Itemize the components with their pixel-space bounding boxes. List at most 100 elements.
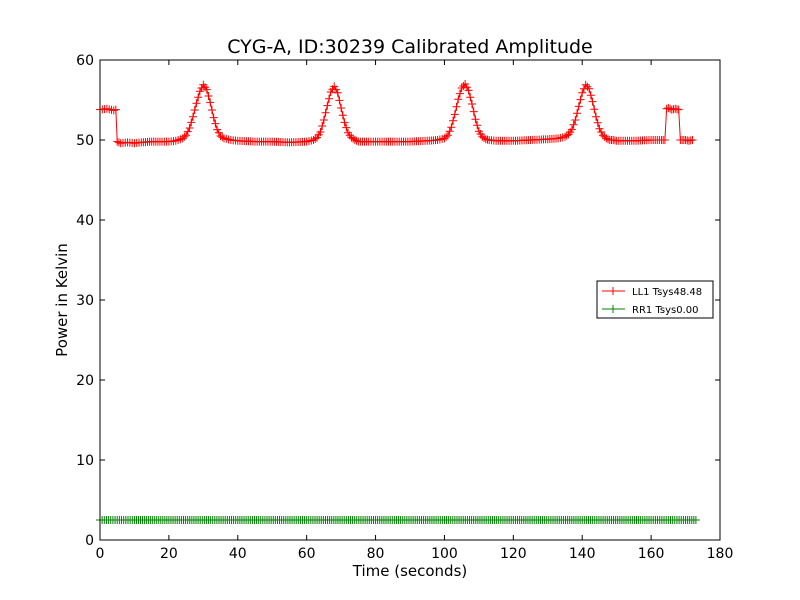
data-point — [194, 93, 203, 102]
data-point — [178, 134, 187, 143]
data-point — [569, 120, 578, 129]
legend-label: LL1 Tsys48.48 — [632, 287, 702, 298]
data-point — [443, 131, 452, 140]
series-1 — [96, 516, 700, 524]
data-point — [450, 110, 459, 119]
data-point — [197, 84, 206, 92]
data-point — [583, 82, 592, 91]
data-point — [325, 94, 334, 103]
data-point — [468, 100, 476, 108]
data-point — [209, 113, 218, 122]
y-tick-label: 50 — [76, 133, 94, 149]
data-point — [183, 127, 192, 136]
data-point — [593, 118, 602, 127]
data-point — [318, 122, 327, 130]
data-point — [319, 116, 328, 124]
legend-box — [596, 280, 714, 319]
data-point — [452, 102, 461, 111]
y-tick-label: 10 — [76, 453, 94, 469]
x-tick-label: 60 — [298, 546, 316, 562]
data-point — [109, 106, 118, 115]
data-point — [352, 136, 361, 145]
data-point — [333, 88, 342, 97]
data-point — [213, 125, 222, 134]
data-point — [562, 131, 571, 140]
data-point — [588, 97, 597, 106]
data-point — [180, 132, 189, 141]
data-point — [457, 84, 466, 92]
data-point — [206, 98, 215, 107]
y-tick-label: 60 — [76, 53, 94, 69]
x-tick-label: 20 — [160, 546, 178, 562]
data-point — [337, 104, 346, 112]
data-point — [578, 88, 587, 97]
y-tick-label: 20 — [76, 373, 94, 389]
y-tick-label: 40 — [76, 213, 94, 229]
x-tick-label: 140 — [569, 546, 596, 562]
data-point — [459, 82, 468, 90]
data-point — [462, 83, 471, 92]
data-point — [466, 93, 475, 102]
x-tick-label: 80 — [367, 546, 385, 562]
data-point — [473, 121, 482, 130]
data-point — [454, 95, 463, 104]
data-point — [335, 96, 344, 105]
data-point — [342, 123, 351, 132]
x-axis-label: Time (seconds) — [352, 562, 468, 580]
data-point — [597, 128, 606, 136]
x-tick-label: 160 — [638, 546, 665, 562]
data-point — [449, 116, 458, 125]
data-point — [331, 85, 340, 94]
data-point — [311, 134, 320, 143]
data-point — [598, 131, 607, 140]
data-point — [674, 105, 683, 114]
data-point — [455, 89, 464, 98]
legend-marker — [609, 287, 617, 295]
data-point — [445, 127, 454, 136]
data-point — [602, 134, 611, 143]
data-point — [211, 119, 220, 128]
series-markers — [96, 516, 700, 524]
data-point — [461, 80, 470, 88]
y-axis: 0 10 20 30 40 50 60 — [76, 53, 720, 549]
data-point — [349, 134, 358, 143]
series-markers — [96, 80, 697, 148]
data-point — [590, 105, 599, 114]
x-tick-label: 180 — [707, 546, 734, 562]
series-0 — [96, 80, 697, 148]
y-axis-label: Power in Kelvin — [53, 243, 71, 357]
data-point — [573, 109, 582, 118]
data-point — [190, 106, 199, 114]
x-tick-label: 0 — [96, 546, 105, 562]
data-point — [204, 92, 213, 100]
x-tick-label: 40 — [229, 546, 247, 562]
legend: LL1 Tsys48.48 RR1 Tsys0.00 — [596, 280, 714, 319]
data-point — [592, 112, 600, 121]
data-point — [447, 123, 456, 132]
data-point — [113, 137, 122, 146]
data-point — [574, 102, 583, 111]
data-point — [321, 108, 330, 117]
data-point — [340, 118, 349, 127]
data-point — [323, 101, 332, 110]
data-point — [586, 91, 595, 100]
data-point — [350, 136, 359, 144]
data-point — [187, 118, 196, 127]
data-point — [567, 125, 576, 134]
data-point — [338, 111, 347, 120]
data-point — [471, 115, 480, 124]
data-point — [604, 135, 613, 144]
data-point — [440, 134, 449, 143]
data-point — [464, 86, 473, 95]
data-point — [469, 107, 478, 116]
x-tick-label: 120 — [500, 546, 527, 562]
legend-marker — [609, 305, 617, 313]
data-point — [111, 105, 120, 114]
data-point — [202, 85, 211, 94]
data-point — [218, 133, 227, 142]
data-point — [581, 80, 590, 89]
legend-label: RR1 Tsys0.00 — [632, 305, 699, 316]
data-point — [480, 134, 489, 142]
chart-title: CYG-A, ID:30239 Calibrated Amplitude — [227, 36, 592, 58]
